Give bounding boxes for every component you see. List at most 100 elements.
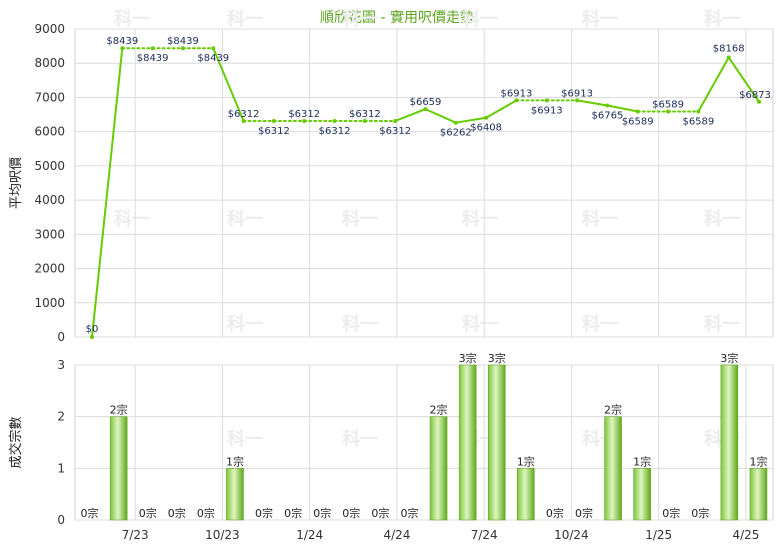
watermark-text: 科一 — [342, 313, 378, 335]
bar-value-label: 0宗 — [197, 506, 215, 520]
data-label: $6312 — [288, 109, 320, 120]
watermark-text: 科一 — [342, 428, 378, 450]
watermark-text: 科一 — [582, 313, 618, 335]
data-point — [666, 109, 671, 114]
series-line-segment — [697, 56, 730, 113]
watermark-text: 科一 — [114, 208, 150, 230]
watermark-text: 科一 — [462, 208, 498, 230]
bar — [720, 364, 739, 521]
y-tick-label: 2000 — [34, 262, 65, 276]
bar-value-label: 2宗 — [430, 403, 448, 417]
y-tick-label: 0 — [57, 330, 65, 344]
data-label: $6262 — [440, 128, 472, 139]
watermark-text: 科一 — [227, 208, 263, 230]
data-point — [241, 118, 246, 123]
data-point — [605, 103, 610, 108]
bar — [749, 468, 768, 521]
bar-value-label: 0宗 — [284, 506, 302, 520]
bar-value-label: 0宗 — [255, 506, 273, 520]
data-label: $6312 — [258, 126, 290, 137]
data-label: $6408 — [470, 123, 502, 134]
bar-value-label: 0宗 — [139, 506, 157, 520]
bar-value-label: 3宗 — [720, 351, 738, 365]
data-label: $6589 — [682, 117, 714, 128]
bar-value-label: 2宗 — [604, 403, 622, 417]
data-point — [362, 118, 367, 123]
y-axis-title: 成交宗數 — [8, 416, 24, 468]
bar-value-label: 0宗 — [546, 506, 564, 520]
data-label: $8439 — [137, 53, 169, 64]
x-tick-label: 1/25 — [645, 528, 672, 542]
data-label: $8439 — [106, 36, 138, 47]
bar-value-label: 0宗 — [81, 506, 99, 520]
series-line-segment — [394, 108, 427, 122]
y-tick-label: 3000 — [34, 227, 65, 241]
data-label: $6913 — [531, 105, 563, 116]
chart-title: 順欣花園 - 實用呎價走勢 — [320, 9, 474, 26]
watermark-text: 科一 — [227, 313, 263, 335]
watermark-text: 科一 — [704, 8, 740, 30]
y-tick-label: 3 — [57, 358, 65, 372]
bar — [517, 468, 535, 521]
plot-area-bottom — [74, 364, 774, 521]
y-axis-title: 平均呎價 — [9, 157, 24, 209]
x-tick-label: 7/23 — [122, 528, 149, 542]
price-line-chart: 0 1000 2000 3000 4000 5000 6000 7000 8000 9000 平均呎… — [9, 22, 774, 344]
bar — [633, 468, 651, 521]
data-label: $6873 — [739, 90, 771, 101]
series-line-segment — [576, 99, 609, 107]
data-point — [423, 107, 428, 112]
data-label: $6312 — [379, 126, 411, 137]
data-point — [271, 118, 276, 123]
y-tick-label: 1000 — [34, 296, 65, 310]
bar — [458, 364, 477, 521]
y-tick-label: 6000 — [34, 125, 65, 139]
bar — [604, 416, 622, 521]
data-point — [757, 99, 761, 104]
bar-value-label: 0宗 — [313, 506, 331, 520]
watermark-text: 科一 — [342, 208, 378, 230]
x-tick-label: 4/25 — [732, 528, 759, 542]
data-point — [696, 109, 701, 114]
series-line-segment — [485, 99, 518, 119]
data-label: $8439 — [197, 53, 229, 64]
y-tick-label: 4000 — [34, 193, 65, 207]
bar-value-label: 1宗 — [517, 454, 535, 468]
watermark-text: 科一 — [114, 8, 150, 30]
bar-value-label: 0宗 — [342, 506, 360, 520]
data-label: $6913 — [561, 88, 593, 99]
bar-value-label: 0宗 — [168, 506, 186, 520]
data-point — [150, 46, 155, 51]
data-label: $6312 — [319, 126, 351, 137]
data-point — [180, 46, 185, 51]
data-point — [453, 120, 458, 125]
bar — [487, 364, 506, 521]
data-label: $6589 — [622, 117, 654, 128]
data-point — [544, 98, 549, 103]
data-label: $6589 — [652, 100, 684, 111]
data-label: $6312 — [349, 109, 381, 120]
data-point — [575, 98, 580, 103]
data-point — [484, 115, 489, 120]
series-line-segment — [212, 47, 245, 122]
series-line-segment — [606, 104, 639, 113]
data-label: $8168 — [713, 43, 745, 54]
bar-value-label: 1宗 — [749, 454, 767, 468]
series-line-segment — [91, 47, 124, 338]
watermark-text: 科一 — [342, 8, 378, 30]
y-tick-label: 8000 — [34, 56, 65, 70]
y-tick-label: 7000 — [34, 90, 65, 104]
data-label: $6312 — [228, 109, 260, 120]
watermark-text: 科一 — [227, 428, 263, 450]
data-point — [90, 335, 94, 339]
data-point — [635, 109, 640, 114]
watermark-text: 科一 — [462, 313, 498, 335]
data-point — [393, 118, 398, 123]
data-point — [726, 55, 731, 60]
bar-value-label: 0宗 — [371, 506, 389, 520]
y-tick-label: 9000 — [34, 22, 65, 36]
series-line-segment — [454, 116, 488, 124]
data-point — [211, 46, 216, 51]
